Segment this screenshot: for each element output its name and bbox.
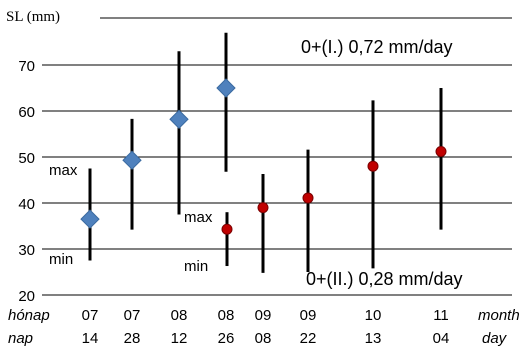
marker-s1-1	[257, 202, 269, 214]
x-tick-day-6: 13	[365, 330, 382, 347]
x-tick-month-7: 11	[433, 307, 449, 324]
y-tick-50: 50	[18, 150, 35, 167]
y-tick-70: 70	[18, 58, 35, 75]
x-tick-month-1: 07	[124, 307, 141, 324]
x-tick-month-2: 08	[171, 307, 188, 324]
x-tick-day-7: 04	[433, 330, 450, 347]
series-labels: 0+(I.) 0,72 mm/day 0+(II.) 0,28 mm/day	[301, 37, 463, 289]
x-tick-day-4: 08	[255, 330, 272, 347]
annotation-max-II: max	[184, 209, 213, 226]
data-markers	[80, 78, 447, 235]
x-tick-month-4: 09	[255, 307, 272, 324]
y-tick-20: 20	[18, 288, 35, 305]
marker-s1-0	[221, 223, 233, 235]
y-tick-30: 30	[18, 242, 35, 259]
x-tick-labels: 07 14 07 28 08 12 08 26 09 08 09 22 10 13 11 04	[82, 307, 450, 347]
x-row1-label: hónap	[8, 307, 50, 324]
series-label-II: 0+(II.) 0,28 mm/day	[306, 269, 463, 289]
annotation-max-I: max	[49, 162, 78, 179]
marker-s0-3	[216, 78, 236, 98]
x-tick-month-6: 10	[365, 307, 382, 324]
x-row2-label: nap	[8, 330, 33, 347]
series-label-I: 0+(I.) 0,72 mm/day	[301, 37, 453, 57]
grid-lines	[42, 17, 512, 296]
x-axis-labels: hónap nap month day	[8, 307, 520, 347]
x-tick-day-5: 22	[300, 330, 317, 347]
x-tick-day-0: 14	[82, 330, 99, 347]
x-row1-unit: month	[478, 307, 520, 324]
x-row2-unit: day	[482, 330, 508, 347]
marker-s0-2	[169, 109, 189, 129]
annotation-min-I: min	[49, 251, 73, 268]
y-axis-label: SL (mm)	[6, 9, 60, 25]
range-bars	[88, 32, 443, 273]
x-tick-month-3: 08	[218, 307, 235, 324]
annotation-min-II: min	[184, 258, 208, 275]
x-tick-day-2: 12	[171, 330, 188, 347]
y-tick-labels: 20 30 40 50 60 70	[18, 58, 35, 305]
x-tick-month-5: 09	[300, 307, 317, 324]
marker-s0-1	[122, 150, 142, 170]
y-tick-40: 40	[18, 196, 35, 213]
x-tick-day-1: 28	[124, 330, 141, 347]
marker-s1-3	[367, 160, 379, 172]
annotations: max min max min	[49, 162, 213, 275]
marker-s1-4	[435, 145, 447, 157]
marker-s1-2	[302, 192, 314, 204]
y-tick-60: 60	[18, 104, 35, 121]
marker-s0-0	[80, 209, 100, 229]
x-tick-month-0: 07	[82, 307, 99, 324]
x-tick-day-3: 26	[218, 330, 235, 347]
